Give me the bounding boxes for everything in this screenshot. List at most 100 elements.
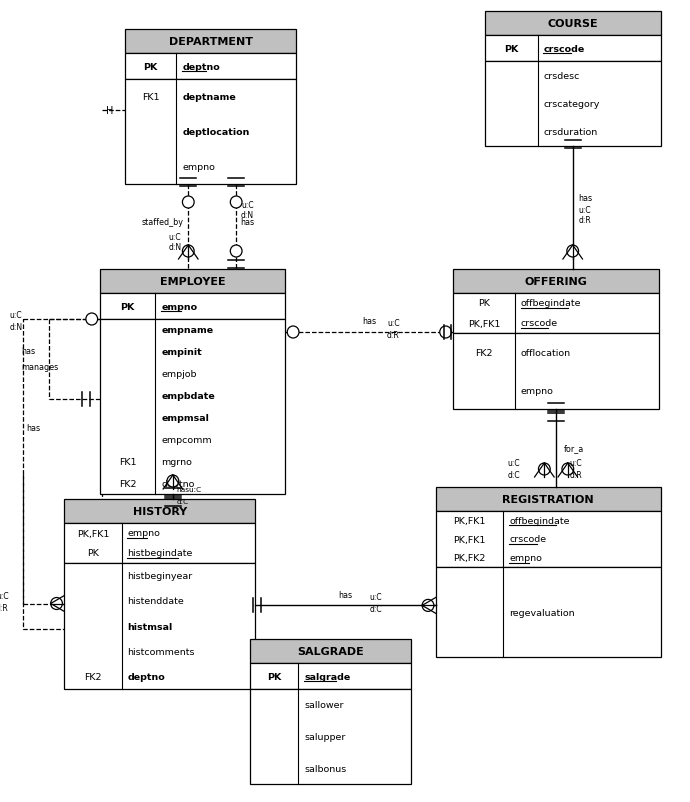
- Bar: [64, 524, 255, 563]
- Text: FK1: FK1: [119, 457, 136, 466]
- Text: deptlocation: deptlocation: [182, 128, 250, 137]
- Text: d:N: d:N: [241, 210, 254, 219]
- Text: d:C: d:C: [369, 604, 382, 614]
- Text: histbeginyear: histbeginyear: [128, 571, 193, 581]
- Text: HISTORY: HISTORY: [132, 506, 187, 516]
- Circle shape: [287, 326, 299, 338]
- Bar: [453, 269, 659, 294]
- Text: FK2: FK2: [119, 479, 136, 488]
- Text: u:C: u:C: [169, 233, 181, 242]
- Text: PK: PK: [267, 671, 282, 681]
- Text: d:R: d:R: [578, 216, 591, 225]
- Text: has: has: [26, 423, 41, 432]
- Text: empinit: empinit: [161, 348, 202, 357]
- Text: H: H: [106, 106, 113, 115]
- Text: EMPLOYEE: EMPLOYEE: [159, 277, 225, 286]
- Circle shape: [182, 245, 194, 257]
- Text: has: has: [21, 347, 35, 356]
- Circle shape: [167, 476, 179, 488]
- Bar: [23, 320, 101, 630]
- Text: for_a: for_a: [564, 444, 584, 453]
- Text: salgrade: salgrade: [304, 671, 351, 681]
- Text: OFFERING: OFFERING: [524, 277, 587, 286]
- Text: deptname: deptname: [182, 93, 236, 102]
- Circle shape: [422, 600, 434, 612]
- Circle shape: [230, 245, 242, 257]
- Text: empmsal: empmsal: [161, 413, 209, 423]
- Bar: [453, 334, 659, 410]
- Text: FK2: FK2: [84, 672, 101, 681]
- Text: hasu:C: hasu:C: [177, 486, 202, 492]
- Bar: [484, 62, 660, 147]
- Text: u:C: u:C: [10, 310, 22, 319]
- Circle shape: [538, 464, 550, 476]
- Text: manages: manages: [21, 363, 59, 372]
- Text: d:R: d:R: [0, 603, 9, 612]
- Circle shape: [230, 196, 242, 209]
- Text: salbonus: salbonus: [304, 764, 346, 772]
- Text: empno: empno: [161, 302, 197, 311]
- Text: d:N: d:N: [10, 322, 23, 331]
- Text: u:C: u:C: [387, 319, 400, 328]
- Bar: [250, 639, 411, 663]
- Text: d:R: d:R: [387, 331, 400, 340]
- Text: has: has: [362, 316, 377, 325]
- Text: sallower: sallower: [304, 700, 344, 710]
- Text: PK: PK: [87, 549, 99, 558]
- Text: PK,FK2: PK,FK2: [453, 553, 486, 562]
- Text: d:C: d:C: [507, 471, 520, 480]
- Text: staffed_by: staffed_by: [141, 217, 184, 227]
- Bar: [436, 512, 660, 567]
- Text: deptno: deptno: [161, 479, 195, 488]
- Bar: [436, 488, 660, 512]
- Text: offbegindate: offbegindate: [521, 299, 582, 308]
- Bar: [99, 269, 285, 294]
- Text: deptno: deptno: [128, 672, 165, 681]
- Text: crsdesc: crsdesc: [543, 71, 580, 80]
- Text: REGISTRATION: REGISTRATION: [502, 494, 594, 504]
- Circle shape: [440, 326, 451, 338]
- Text: salupper: salupper: [304, 732, 346, 741]
- Text: PK,FK1: PK,FK1: [468, 319, 500, 328]
- Text: offbegindate: offbegindate: [509, 516, 570, 525]
- Text: crscategory: crscategory: [543, 100, 600, 109]
- Text: deptno: deptno: [182, 63, 220, 71]
- Text: histmsal: histmsal: [128, 622, 172, 630]
- Text: COURSE: COURSE: [547, 19, 598, 29]
- Text: PK,FK1: PK,FK1: [453, 516, 486, 525]
- Text: PK: PK: [120, 302, 135, 311]
- Text: histenddate: histenddate: [128, 597, 184, 606]
- Bar: [453, 294, 659, 334]
- Text: empno: empno: [509, 553, 542, 562]
- Bar: [64, 563, 255, 689]
- Text: empcomm: empcomm: [161, 435, 212, 444]
- Text: u:C: u:C: [570, 459, 582, 468]
- Circle shape: [182, 196, 194, 209]
- Bar: [99, 320, 285, 494]
- Text: PK: PK: [478, 299, 490, 308]
- Text: has: has: [338, 590, 353, 599]
- Text: empno: empno: [182, 163, 215, 172]
- Bar: [125, 30, 296, 54]
- Bar: [99, 294, 285, 320]
- Text: empbdate: empbdate: [161, 391, 215, 400]
- Text: d:R: d:R: [570, 471, 582, 480]
- Bar: [125, 80, 296, 184]
- Text: empno: empno: [128, 529, 160, 538]
- Circle shape: [50, 597, 62, 610]
- Text: PK,FK1: PK,FK1: [77, 529, 109, 538]
- Text: mgrno: mgrno: [161, 457, 192, 466]
- Bar: [250, 663, 411, 689]
- Circle shape: [562, 464, 573, 476]
- Text: crscode: crscode: [521, 319, 558, 328]
- Text: offlocation: offlocation: [521, 348, 571, 357]
- Text: has: has: [240, 217, 254, 227]
- Text: histcomments: histcomments: [128, 647, 195, 656]
- Text: u:C: u:C: [578, 206, 591, 215]
- Text: crsduration: crsduration: [543, 128, 598, 137]
- Bar: [436, 567, 660, 657]
- Text: PK: PK: [144, 63, 158, 71]
- Text: has: has: [578, 194, 593, 203]
- Text: FK1: FK1: [142, 93, 159, 102]
- Text: histbegindate: histbegindate: [128, 549, 193, 558]
